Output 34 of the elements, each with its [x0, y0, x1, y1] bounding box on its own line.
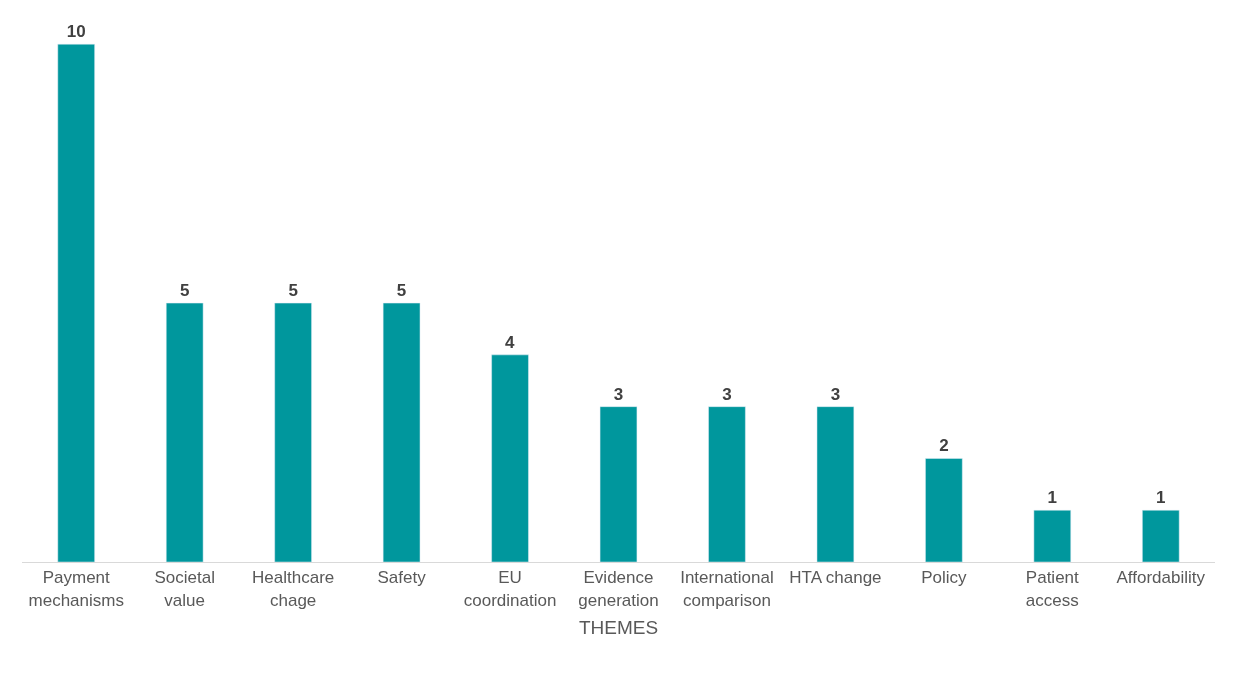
data-label: 10 [66, 22, 86, 42]
bar [491, 354, 529, 562]
x-tick-label: Evidence generation [578, 568, 659, 610]
bar [274, 302, 312, 562]
data-label: 3 [830, 384, 841, 404]
bar [708, 406, 746, 562]
data-label: 2 [939, 436, 949, 456]
bar [925, 458, 963, 562]
x-tick-label: EU coordination [463, 568, 557, 610]
data-label: 3 [722, 384, 732, 404]
data-label: 5 [288, 281, 298, 301]
x-tick-label: Policy [921, 568, 968, 588]
x-tick-label: Healthcare chage [252, 568, 335, 610]
x-tick-label: Safety [377, 568, 427, 588]
x-tick-label: Affordability [1116, 568, 1206, 588]
data-label: 1 [1047, 488, 1058, 508]
x-tick-label: Payment mechanisms [28, 568, 124, 610]
x-tick-label: Patient access [1025, 568, 1080, 610]
bar [165, 302, 204, 562]
data-label: 3 [613, 384, 624, 404]
bar [1142, 509, 1180, 562]
bar [599, 406, 638, 562]
data-label: 1 [1156, 488, 1166, 508]
data-label: 4 [505, 332, 516, 352]
x-tick-label: International comparison [680, 568, 774, 610]
x-tick-label: Societal value [154, 568, 215, 610]
bar [382, 302, 421, 562]
x-tick-label: HTA change [789, 568, 882, 588]
data-label: 5 [396, 281, 407, 301]
data-label: 5 [179, 281, 190, 301]
bar [1033, 509, 1072, 562]
x-axis-title: THEMES [578, 617, 659, 639]
bar [816, 406, 855, 562]
bar [57, 43, 95, 562]
